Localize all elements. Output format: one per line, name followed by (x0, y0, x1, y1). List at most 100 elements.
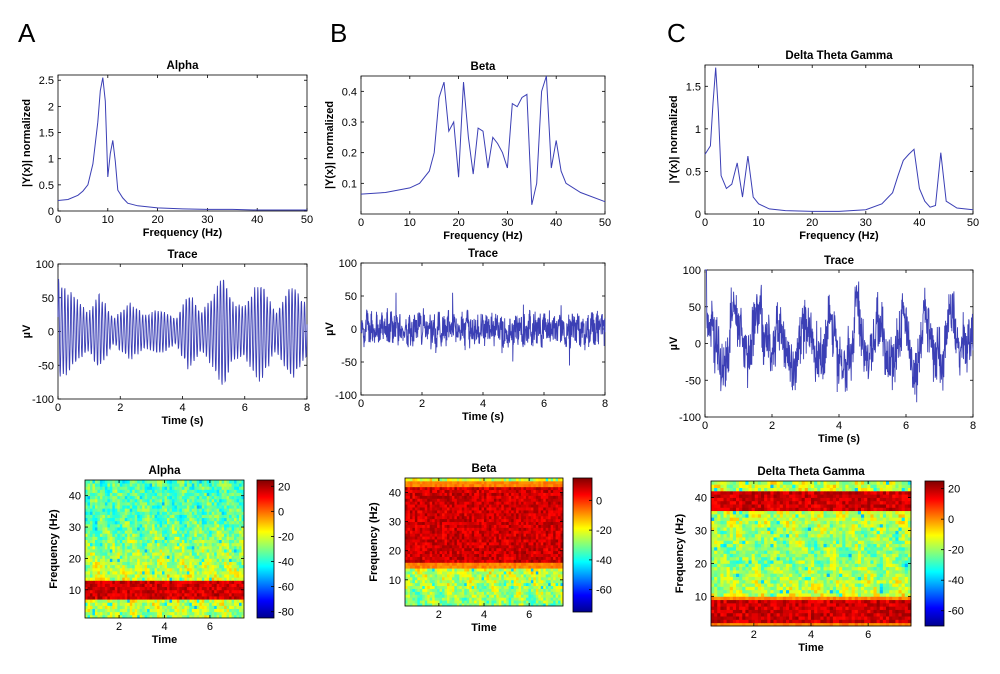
heatmap-cell (99, 589, 103, 594)
heatmap-cell (142, 605, 146, 609)
heatmap-cell (89, 561, 93, 566)
heatmap-cell (560, 571, 564, 575)
heatmap-cell (209, 542, 213, 547)
heatmap-cell (144, 549, 148, 553)
heatmap-cell (166, 605, 170, 609)
heatmap-cell (206, 489, 210, 493)
heatmap-cell (449, 559, 453, 563)
heatmap-cell (543, 518, 547, 523)
heatmap-cell (87, 492, 91, 497)
heatmap-cell (164, 564, 168, 569)
heatmap-cell (479, 527, 482, 531)
heatmap-cell (469, 547, 473, 552)
heatmap-cell (102, 539, 106, 544)
heatmap-cell (513, 521, 517, 525)
heatmap-cell (241, 592, 245, 597)
heatmap-cell (535, 547, 539, 552)
heatmap-cell (466, 571, 470, 575)
heatmap-cell (169, 498, 173, 503)
x-tick-label: 8 (602, 398, 608, 410)
heatmap-cell (419, 571, 423, 575)
heatmap-cell (451, 530, 455, 534)
heatmap-cell (501, 571, 505, 575)
heatmap-cell (164, 605, 168, 609)
heatmap-cell (503, 533, 507, 537)
heatmap-cell (142, 483, 146, 487)
heatmap-cell (501, 603, 505, 607)
heatmap-cell (508, 536, 512, 540)
heatmap-cell (159, 564, 163, 569)
heatmap-cell (558, 539, 561, 543)
heatmap-cell (114, 486, 118, 490)
heatmap-cell (179, 539, 183, 544)
heatmap-cell (176, 596, 180, 600)
heatmap-cell (508, 553, 512, 557)
heatmap-cell (488, 542, 492, 546)
heatmap-cell (545, 594, 549, 598)
heatmap-cell (503, 603, 507, 607)
heatmap-cell (216, 555, 220, 559)
heatmap-cell (97, 589, 101, 594)
heatmap-cell (184, 542, 188, 547)
heatmap-cell (139, 523, 143, 528)
heatmap-cell (555, 536, 559, 540)
heatmap-cell (241, 514, 245, 519)
heatmap-cell (427, 524, 431, 528)
heatmap-cell (444, 591, 448, 595)
heatmap-cell (214, 608, 218, 613)
heatmap-cell (501, 559, 505, 563)
heatmap-cell (174, 602, 178, 606)
heatmap-cell (211, 542, 215, 547)
heatmap-cell (122, 580, 126, 584)
heatmap-cell (427, 556, 431, 560)
heatmap-cell (471, 547, 475, 552)
heatmap-cell (508, 568, 512, 572)
heatmap-cell (429, 544, 433, 549)
heatmap-cell (204, 602, 208, 606)
heatmap-cell (535, 568, 539, 572)
heatmap-cell (87, 530, 91, 534)
heatmap-cell (545, 542, 549, 546)
heatmap-cell (221, 596, 225, 600)
heatmap-cell (92, 520, 96, 525)
heatmap-cell (219, 527, 223, 531)
heatmap-cell (122, 536, 126, 540)
heatmap-cell (124, 611, 128, 616)
heatmap-cell (241, 574, 245, 578)
heatmap-cell (206, 483, 210, 487)
heatmap-cell (99, 614, 103, 619)
heatmap-cell (85, 602, 88, 606)
heatmap-cell (558, 585, 561, 589)
heatmap-cell (508, 576, 512, 581)
heatmap-cell (224, 586, 228, 591)
heatmap-cell (196, 486, 200, 490)
heatmap-cell (92, 567, 96, 572)
heatmap-cell (181, 549, 185, 553)
heatmap-cell (224, 608, 228, 613)
heatmap-cell (432, 565, 436, 569)
heatmap-cell (229, 555, 232, 559)
heatmap-cell (469, 591, 473, 595)
heatmap-cell (109, 508, 113, 512)
heatmap-cell (201, 483, 205, 487)
heatmap-cell (214, 498, 218, 503)
heatmap-cell (142, 530, 146, 534)
heatmap-cell (226, 549, 230, 553)
heatmap-cell (179, 558, 183, 562)
heatmap-cell (171, 552, 175, 556)
heatmap-cell (199, 523, 203, 528)
heatmap-cell (221, 561, 225, 566)
heatmap-cell (142, 536, 146, 540)
heatmap-cell (409, 565, 413, 569)
heatmap-cell (555, 571, 559, 575)
heatmap-cell (466, 600, 470, 604)
heatmap-cell (122, 608, 126, 613)
heatmap-cell (486, 530, 490, 534)
heatmap-cell (224, 549, 228, 553)
heatmap-cell (199, 511, 203, 515)
heatmap-cell (97, 552, 101, 556)
heatmap-cell (169, 574, 173, 578)
heatmap-cell (219, 602, 223, 606)
heatmap-cell (176, 511, 180, 515)
heatmap-cell (560, 521, 564, 525)
